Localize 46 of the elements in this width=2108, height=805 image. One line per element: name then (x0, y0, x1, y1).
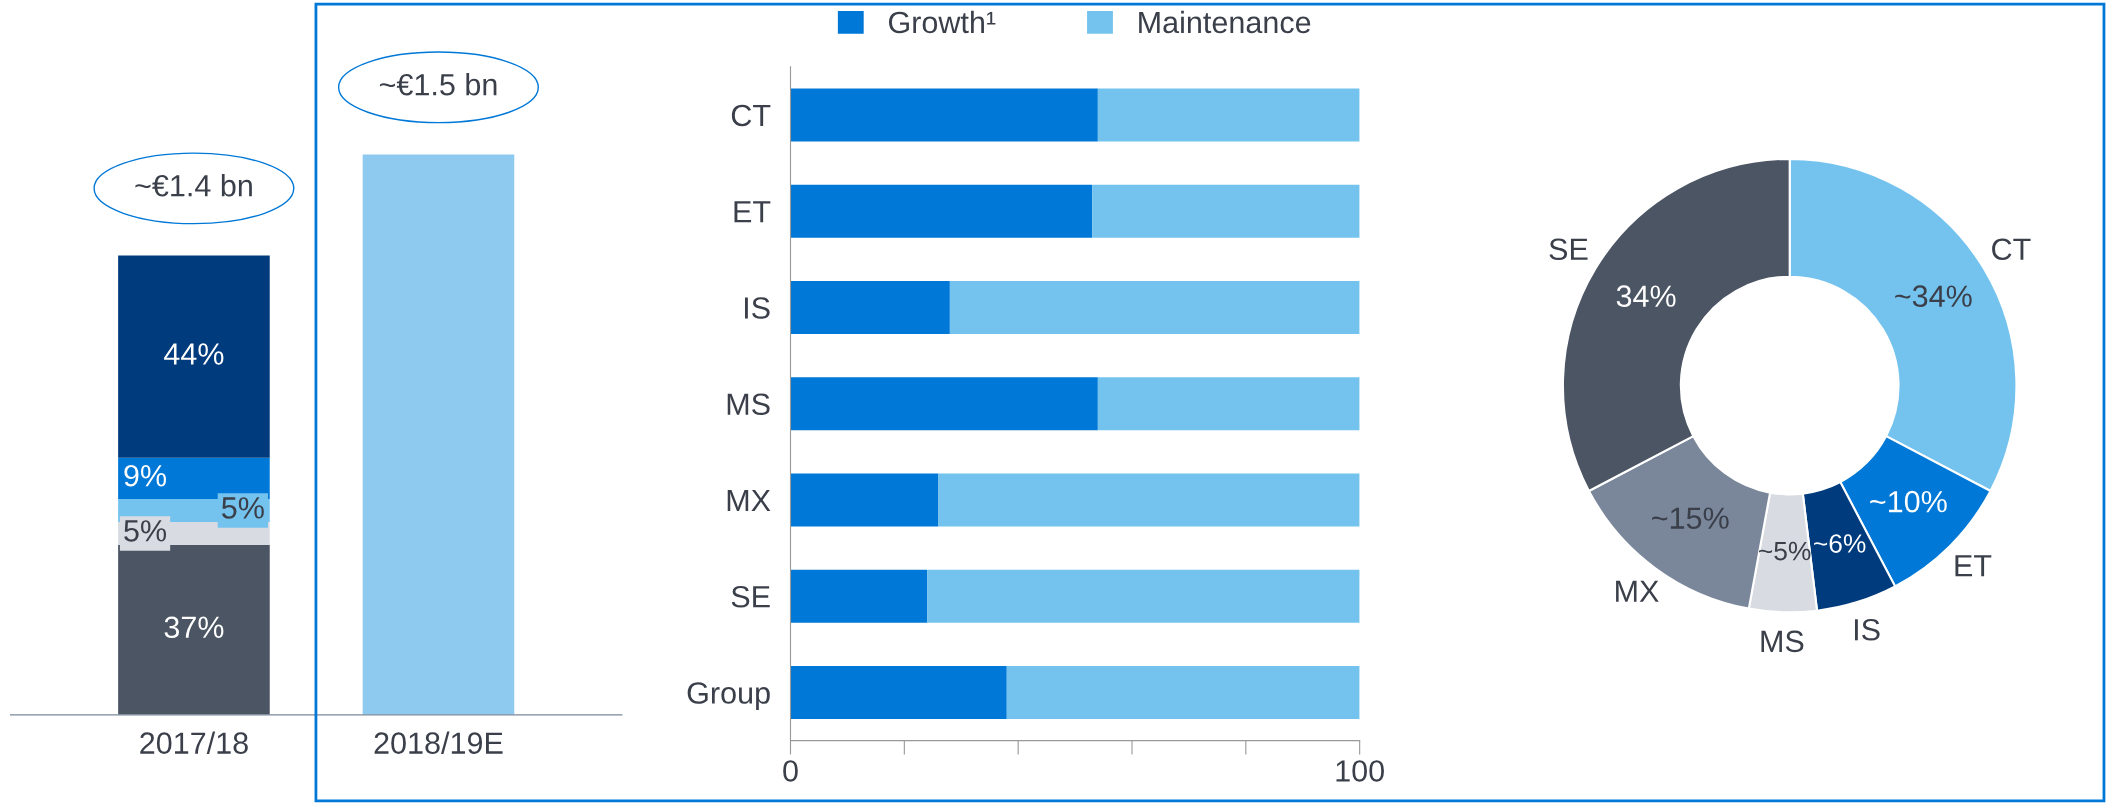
bar (949, 280, 1360, 334)
slice-label: CT (1992, 238, 2031, 261)
x-tick-label: 0 (783, 760, 798, 782)
bar (1092, 184, 1360, 238)
bar (927, 569, 1360, 623)
bar (1006, 666, 1360, 719)
slice-label: SE (1549, 238, 1588, 261)
data-label: 9% (124, 464, 167, 487)
data-label: ~34% (1895, 285, 1972, 307)
bar (790, 569, 928, 623)
bar (790, 473, 939, 527)
annotation: ~€1.4 bn (135, 174, 252, 197)
y-tick-label: MX (727, 490, 771, 512)
y-tick-label: SE (731, 585, 770, 608)
y-tick-label: MS (727, 393, 770, 416)
bar (790, 184, 1093, 238)
slice-label: MS (1761, 630, 1804, 653)
y-tick-label: IS (745, 297, 770, 319)
y-tick-label: CT (731, 104, 771, 127)
data-label: 34% (1616, 285, 1676, 307)
bar (790, 666, 1007, 719)
bar (790, 88, 1098, 142)
data-label: ~10% (1870, 490, 1947, 513)
y-tick-label: ET (734, 201, 771, 223)
legend-label: Maintenance (1139, 10, 1311, 34)
data-label: 5% (221, 497, 264, 519)
data-label: 37% (164, 616, 224, 639)
x-tick-label: 100 (1336, 760, 1384, 782)
bar (938, 473, 1360, 527)
data-label: ~15% (1652, 507, 1729, 529)
bar (790, 377, 1098, 431)
data-label: ~6% (1814, 534, 1866, 553)
slice-label: MX (1616, 580, 1659, 602)
legend-label: Growth¹ (888, 10, 996, 34)
data-label: ~5% (1759, 541, 1811, 561)
y-tick-label: Group (687, 682, 770, 710)
bar (1097, 88, 1360, 142)
x-tick-label: 2017/18 (140, 731, 248, 754)
bar (1097, 377, 1360, 431)
x-tick-label: 2018/19E (374, 731, 503, 754)
slice-label: IS (1854, 618, 1880, 641)
slice-label: ET (1955, 555, 1992, 577)
bar (790, 280, 950, 334)
text: ~€1.5 bn (379, 73, 497, 96)
data-label: 44% (164, 343, 224, 365)
data-label: 5% (124, 520, 167, 542)
